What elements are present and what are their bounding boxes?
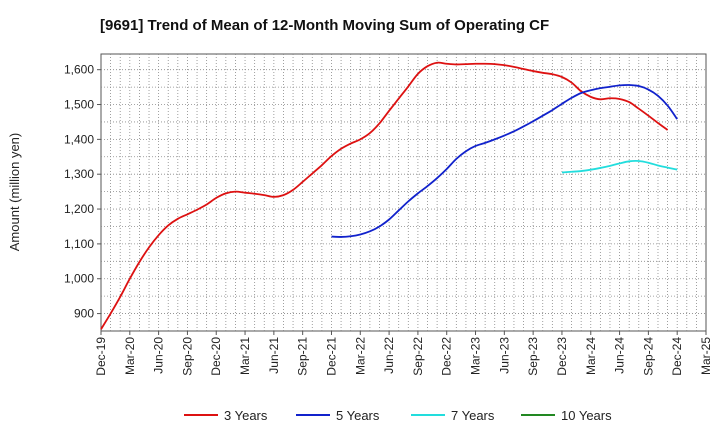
x-tick-label: Sep-24 xyxy=(641,337,655,376)
x-tick-label: Jun-21 xyxy=(267,337,281,374)
x-tick-label: Sep-22 xyxy=(411,337,425,376)
x-tick-label: Mar-23 xyxy=(469,337,483,375)
x-tick-label: Jun-22 xyxy=(382,337,396,374)
y-tick-label: 1,100 xyxy=(64,237,94,251)
y-tick-label: 900 xyxy=(74,307,94,321)
x-tick-label: Sep-21 xyxy=(296,337,310,376)
y-tick-label: 1,300 xyxy=(64,167,94,181)
x-tick-label: Jun-24 xyxy=(613,337,627,374)
y-tick-label: 1,000 xyxy=(64,272,94,286)
x-tick-label: Dec-21 xyxy=(324,337,338,376)
y-tick-label: 1,500 xyxy=(64,98,94,112)
x-tick-label: Jun-20 xyxy=(152,337,166,374)
chart-title: [9691] Trend of Mean of 12-Month Moving … xyxy=(100,17,549,34)
y-axis-label: Amount (million yen) xyxy=(7,133,22,252)
series-line-5-years xyxy=(331,84,678,238)
y-tick-label: 1,400 xyxy=(64,132,94,146)
x-tick-label: Dec-24 xyxy=(670,337,684,376)
legend-label-7-years: 7 Years xyxy=(451,408,495,423)
x-tick-label: Mar-24 xyxy=(584,337,598,375)
plot-area xyxy=(100,53,707,332)
x-tick-label: Dec-19 xyxy=(94,337,108,376)
legend-label-5-years: 5 Years xyxy=(336,408,380,423)
x-tick-label: Sep-23 xyxy=(526,337,540,376)
x-tick-label: Sep-20 xyxy=(180,337,194,376)
x-tick-label: Dec-20 xyxy=(209,337,223,376)
legend-label-3-years: 3 Years xyxy=(224,408,268,423)
series-line-3-years xyxy=(100,61,669,330)
legend-label-10-years: 10 Years xyxy=(561,408,612,423)
series-line-7-years xyxy=(561,159,678,174)
x-tick-label: Mar-25 xyxy=(699,337,713,375)
y-tick-label: 1,600 xyxy=(64,63,94,77)
x-tick-label: Mar-22 xyxy=(353,337,367,375)
x-tick-label: Mar-21 xyxy=(238,337,252,375)
x-tick-label: Mar-20 xyxy=(123,337,137,375)
x-tick-label: Dec-22 xyxy=(440,337,454,376)
x-tick-label: Jun-23 xyxy=(497,337,511,374)
y-tick-label: 1,200 xyxy=(64,202,94,216)
x-tick-label: Dec-23 xyxy=(555,337,569,376)
